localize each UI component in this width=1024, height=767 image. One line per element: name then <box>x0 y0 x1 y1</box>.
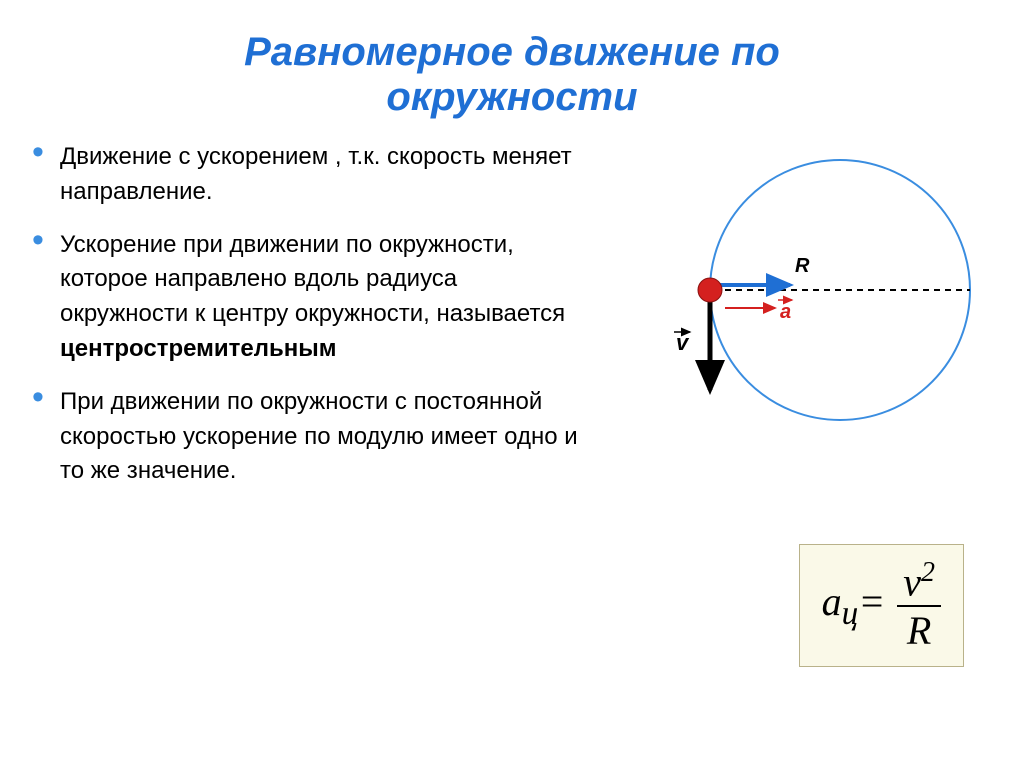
formula-lhs-a: а <box>822 579 842 624</box>
page-title: Равномерное движение по окружности <box>0 30 1024 120</box>
svg-text:v: v <box>676 330 690 355</box>
circular-motion-diagram: Ra v <box>590 140 990 460</box>
svg-text:a: a <box>780 301 791 323</box>
formula-lhs-sub: ц <box>842 595 859 632</box>
formula-num-base: v <box>903 559 921 604</box>
title-line1: Равномерное движение по <box>244 30 780 74</box>
formula-centripetal-acceleration: ац= v2 R <box>799 544 964 667</box>
formula-eq-sign: = <box>858 579 885 624</box>
formula-den: R <box>901 607 937 654</box>
bullet-list: Движение с ускорением , т.к. скорость ме… <box>30 140 580 489</box>
list-item: Ускорение при движении по окружности, ко… <box>60 228 580 367</box>
title-line2: окружности <box>386 75 637 119</box>
list-item: При движении по окружности с постоянной … <box>60 385 580 489</box>
svg-text:R: R <box>795 255 810 277</box>
formula-num-exp: 2 <box>921 557 935 588</box>
list-item: Движение с ускорением , т.к. скорость ме… <box>60 140 580 210</box>
